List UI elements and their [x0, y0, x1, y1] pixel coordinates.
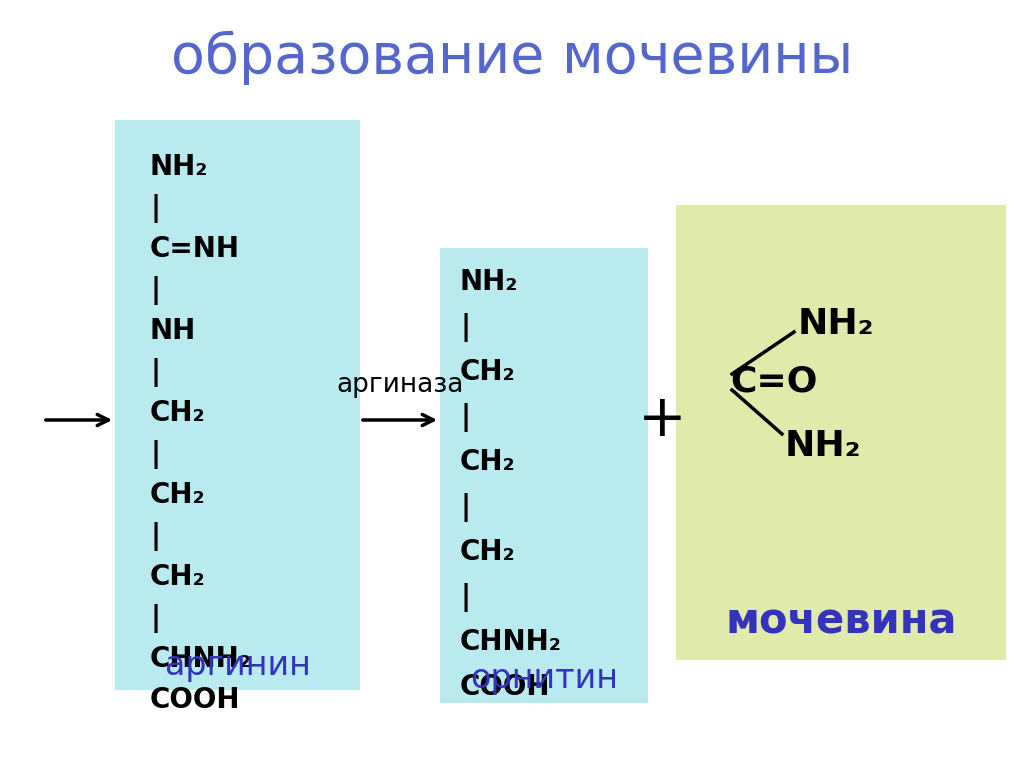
Text: COOH: COOH	[150, 686, 241, 714]
Text: NH₂: NH₂	[785, 429, 861, 463]
Text: |: |	[150, 604, 160, 633]
Text: аргинин: аргинин	[165, 649, 310, 682]
Text: образование мочевины: образование мочевины	[171, 31, 853, 85]
Text: CH₂: CH₂	[460, 448, 516, 476]
Text: COOH: COOH	[460, 673, 551, 701]
Text: CHNH₂: CHNH₂	[150, 645, 252, 673]
Text: |: |	[150, 194, 160, 223]
Text: |: |	[460, 583, 470, 612]
Text: CH₂: CH₂	[150, 481, 206, 509]
Text: CH₂: CH₂	[460, 358, 516, 386]
Text: аргиназа: аргиназа	[336, 372, 464, 398]
Text: NH₂: NH₂	[460, 268, 518, 296]
Text: CH₂: CH₂	[150, 399, 206, 427]
Text: |: |	[150, 440, 160, 469]
Text: C=O: C=O	[730, 365, 817, 399]
Text: +: +	[638, 392, 686, 449]
Text: |: |	[460, 403, 470, 432]
Text: CH₂: CH₂	[460, 538, 516, 566]
Bar	[440, 248, 648, 703]
Bar	[115, 120, 360, 690]
Text: |: |	[460, 493, 470, 522]
Text: |: |	[150, 522, 160, 551]
Text: NH₂: NH₂	[150, 153, 208, 181]
Text: NH₂: NH₂	[798, 307, 874, 341]
Text: |: |	[150, 358, 160, 387]
Bar	[676, 205, 1006, 660]
Text: орнитин: орнитин	[470, 662, 618, 695]
Text: |: |	[460, 313, 470, 342]
Text: мочевина: мочевина	[725, 600, 956, 642]
Text: NH: NH	[150, 317, 197, 345]
Text: CHNH₂: CHNH₂	[460, 628, 562, 656]
Text: |: |	[150, 276, 160, 305]
Text: CH₂: CH₂	[150, 563, 206, 591]
Text: C=NH: C=NH	[150, 235, 240, 263]
